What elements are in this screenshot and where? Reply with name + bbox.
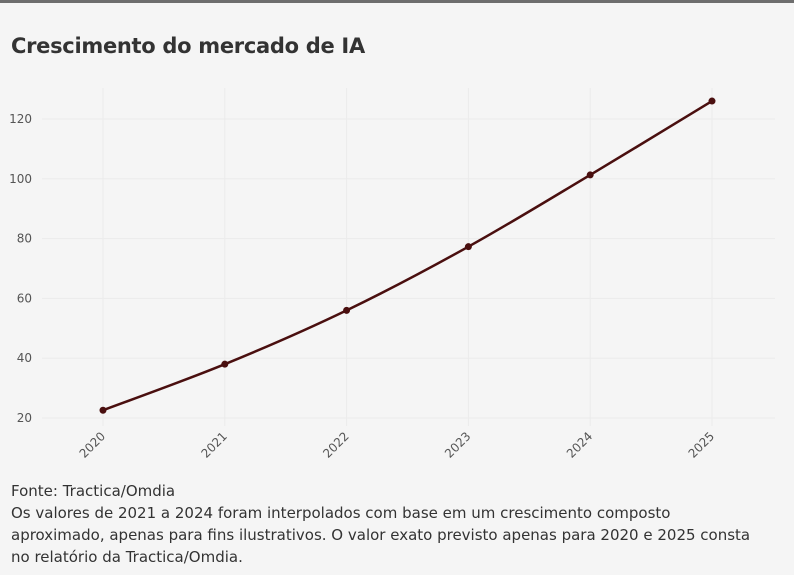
y-tick-label: 80: [17, 232, 32, 246]
data-point: [464, 243, 472, 251]
note-line-3: no relatório da Tractica/Omdia.: [11, 548, 243, 566]
chart-footer: Fonte: Tractica/Omdia Os valores de 2021…: [11, 480, 786, 568]
line-chart: 20 40 60 80 100 120 2020 2021 2022 2023 2024 2025: [9, 88, 775, 461]
x-tick-label: 2021: [198, 429, 229, 460]
top-border: [0, 0, 794, 3]
data-point: [343, 306, 351, 314]
x-tick-label: 2024: [564, 429, 595, 460]
y-tick-label: 100: [9, 172, 32, 186]
x-tick-label: 2020: [77, 429, 108, 460]
data-point: [708, 97, 716, 105]
note-line-1: Os valores de 2021 a 2024 foram interpol…: [11, 504, 671, 522]
data-point: [586, 171, 594, 179]
series-line: [101, 99, 714, 412]
data-point: [99, 406, 107, 414]
y-tick-label: 20: [17, 411, 32, 425]
chart-title: Crescimento do mercado de IA: [11, 34, 365, 58]
series: [99, 97, 716, 414]
source-text: Fonte: Tractica/Omdia: [11, 482, 176, 500]
y-tick-label: 120: [9, 112, 32, 126]
grid-lines: [42, 88, 775, 426]
y-tick-label: 60: [17, 291, 32, 305]
x-tick-label: 2025: [686, 429, 717, 460]
x-axis: 2020 2021 2022 2023 2024 2025: [77, 429, 717, 460]
y-tick-label: 40: [17, 351, 32, 365]
data-point: [221, 360, 229, 368]
x-tick-label: 2022: [320, 429, 351, 460]
y-axis: 20 40 60 80 100 120: [9, 112, 32, 425]
x-tick-label: 2023: [442, 429, 473, 460]
note-line-2: aproximado, apenas para fins ilustrativo…: [11, 526, 751, 544]
plot-area: [42, 88, 775, 426]
